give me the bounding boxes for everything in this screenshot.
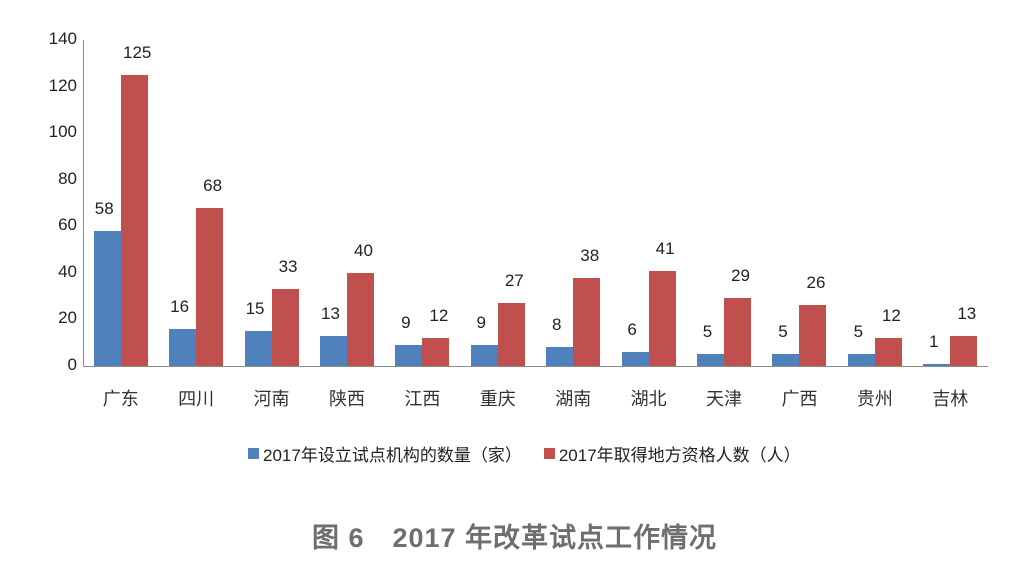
- y-tick-label: 40: [58, 261, 77, 281]
- bar-institutions: [697, 354, 725, 366]
- y-tick-label: 60: [58, 215, 77, 235]
- x-category-label: 广东: [102, 389, 139, 410]
- data-label: 26: [806, 273, 826, 293]
- y-tick-label: 0: [67, 355, 77, 374]
- legend-item-series1: 2017年设立试点机构的数量（家）: [248, 441, 522, 466]
- data-label: 58: [94, 198, 114, 218]
- bar-qualified-people: [874, 338, 902, 366]
- bar-institutions: [395, 345, 423, 366]
- bar-qualified-people: [346, 272, 374, 366]
- legend-label-series2: 2017年取得地方资格人数（人）: [558, 446, 801, 465]
- x-category-label: 河南: [253, 389, 290, 410]
- data-label: 41: [655, 238, 675, 258]
- bar-qualified-people: [497, 303, 525, 366]
- figure-caption: 图 6 2017 年改革试点工作情况: [311, 523, 718, 553]
- y-tick-label: 20: [58, 308, 77, 328]
- data-label: 1: [929, 331, 939, 351]
- bar-institutions: [923, 363, 951, 366]
- data-label: 16: [170, 296, 190, 316]
- data-label: 13: [957, 303, 977, 323]
- bar-institutions: [93, 230, 121, 366]
- data-label: 6: [627, 320, 637, 340]
- data-label: 125: [123, 42, 152, 62]
- data-label: 12: [881, 306, 901, 326]
- x-category-label: 湖北: [630, 389, 667, 410]
- bar-institutions: [169, 328, 197, 366]
- legend-item-series2: 2017年取得地方资格人数（人）: [543, 441, 801, 466]
- legend-label-series1: 2017年设立试点机构的数量（家）: [263, 446, 522, 465]
- y-tick-label: 140: [48, 29, 77, 48]
- x-category-label: 天津: [706, 389, 743, 410]
- bar-institutions: [772, 354, 800, 366]
- data-label: 12: [429, 306, 449, 326]
- bar-institutions: [244, 331, 272, 366]
- data-label: 9: [401, 313, 411, 333]
- bar-institutions: [470, 345, 498, 366]
- x-category-label: 重庆: [479, 389, 516, 410]
- y-tick-label: 120: [48, 75, 77, 95]
- x-axis-line: [83, 366, 988, 367]
- data-label: 29: [731, 266, 750, 286]
- legend-swatch-red: [543, 448, 555, 459]
- data-label: 68: [203, 175, 223, 195]
- x-category-label: 贵州: [856, 389, 893, 410]
- legend-swatch-blue: [248, 448, 259, 459]
- bar-qualified-people: [950, 335, 978, 366]
- x-category-label: 四川: [178, 389, 215, 410]
- x-category-label: 广西: [781, 389, 818, 410]
- data-label: 15: [245, 299, 265, 319]
- bar-qualified-people: [648, 270, 676, 366]
- x-category-label: 江西: [404, 389, 441, 410]
- data-label: 40: [353, 240, 373, 260]
- data-label: 5: [702, 322, 713, 342]
- bar-institutions: [847, 354, 875, 366]
- bar-qualified-people: [724, 298, 752, 366]
- data-label: 5: [778, 322, 788, 342]
- bar-institutions: [621, 352, 649, 366]
- data-label: 13: [320, 303, 340, 323]
- data-label: 38: [580, 245, 600, 265]
- data-label: 33: [278, 257, 298, 277]
- bar-institutions: [319, 335, 347, 366]
- y-tick-label: 80: [58, 168, 77, 188]
- x-category-label: 陕西: [328, 389, 365, 410]
- bar-qualified-people: [422, 338, 450, 366]
- bar-qualified-people: [196, 207, 224, 366]
- bar-qualified-people: [120, 74, 148, 366]
- bar-qualified-people: [573, 277, 601, 366]
- data-label: 8: [551, 315, 562, 335]
- x-category-label: 湖南: [555, 389, 592, 410]
- y-axis-line: [83, 40, 84, 367]
- data-label: 9: [476, 313, 487, 333]
- legend: 2017年设立试点机构的数量（家） 2017年取得地方资格人数（人）: [248, 441, 823, 466]
- y-tick-label: 100: [48, 122, 77, 142]
- bar-institutions: [546, 347, 574, 366]
- x-category-label: 吉林: [932, 389, 969, 410]
- bar-qualified-people: [799, 305, 827, 366]
- data-label: 5: [853, 322, 864, 342]
- bar-qualified-people: [271, 289, 299, 366]
- data-label: 27: [504, 271, 524, 291]
